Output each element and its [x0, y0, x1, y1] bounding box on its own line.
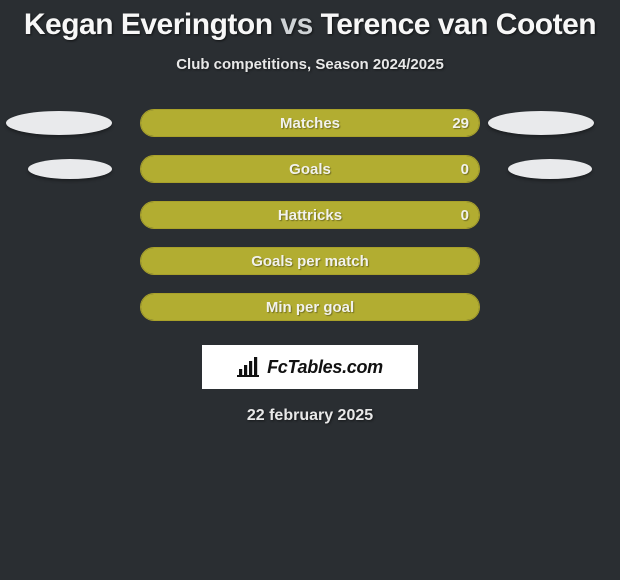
right-marker-ellipse: [508, 159, 592, 179]
bar-track: Matches29: [140, 109, 480, 137]
player2-name: Terence van Cooten: [321, 8, 597, 41]
vs-label: vs: [280, 8, 312, 41]
page-title: Kegan Everington vs Terence van Cooten: [0, 0, 620, 42]
bar-fill-right: [141, 156, 479, 182]
left-marker-ellipse: [28, 159, 112, 179]
date-label: 22 february 2025: [0, 407, 620, 425]
bar-track: Goals0: [140, 155, 480, 183]
bar-fill-right: [141, 202, 479, 228]
right-marker-ellipse: [488, 111, 594, 135]
compare-row: Goals0: [0, 155, 620, 183]
bar-value-right: 0: [461, 156, 469, 182]
compare-row: Hattricks0: [0, 201, 620, 229]
brand-badge: FcTables.com: [202, 345, 418, 389]
infographic-container: Kegan Everington vs Terence van Cooten C…: [0, 0, 620, 425]
subtitle: Club competitions, Season 2024/2025: [0, 56, 620, 73]
left-marker-ellipse: [6, 111, 112, 135]
bar-value-right: 29: [452, 110, 469, 136]
bar-value-right: 0: [461, 202, 469, 228]
brand-text: FcTables.com: [267, 357, 383, 378]
player1-name: Kegan Everington: [24, 8, 273, 41]
bar-track: Hattricks0: [140, 201, 480, 229]
bar-track: Goals per match: [140, 247, 480, 275]
bar-chart-icon: [237, 357, 261, 377]
compare-row: Min per goal: [0, 293, 620, 321]
compare-row: Goals per match: [0, 247, 620, 275]
bar-fill-right: [141, 248, 479, 274]
compare-row: Matches29: [0, 109, 620, 137]
bar-fill-right: [141, 110, 479, 136]
bar-fill-right: [141, 294, 479, 320]
bar-track: Min per goal: [140, 293, 480, 321]
compare-rows: Matches29 Goals0 Hattricks0 Goals per match…: [0, 109, 620, 321]
